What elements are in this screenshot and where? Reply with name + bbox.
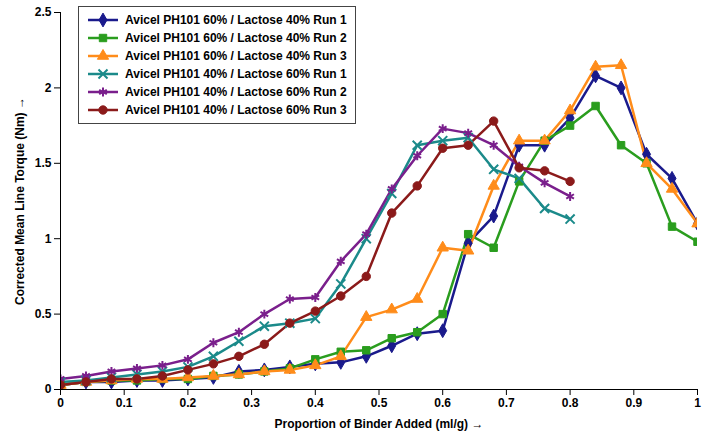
svg-text:0.3: 0.3 xyxy=(243,396,260,410)
svg-text:0.6: 0.6 xyxy=(434,396,451,410)
svg-text:0.1: 0.1 xyxy=(116,396,133,410)
svg-text:2.5: 2.5 xyxy=(35,5,52,19)
svg-text:0: 0 xyxy=(57,396,64,410)
html-text:Avicel PH101 40% / Lactose 60%: Avicel PH101 40% / Lactose 60% Run 3 xyxy=(125,103,347,117)
svg-text:0: 0 xyxy=(45,382,52,396)
svg-text:0.5: 0.5 xyxy=(371,396,388,410)
svg-text:0.5: 0.5 xyxy=(35,307,52,321)
html-text:Avicel PH101 60% / Lactose 40%: Avicel PH101 60% / Lactose 40% Run 2 xyxy=(125,31,347,45)
svg-text:Proportion of Binder Added (ml: Proportion of Binder Added (ml/g) → xyxy=(275,417,484,431)
html-text:Avicel PH101 40% / Lactose 60%: Avicel PH101 40% / Lactose 60% Run 1 xyxy=(125,67,347,81)
svg-text:1.5: 1.5 xyxy=(35,156,52,170)
svg-text:0.7: 0.7 xyxy=(498,396,515,410)
svg-text:1: 1 xyxy=(45,232,52,246)
svg-text:0.4: 0.4 xyxy=(307,396,324,410)
svg-text:0.8: 0.8 xyxy=(562,396,579,410)
svg-text:Corrected Mean Line Torque (Nm: Corrected Mean Line Torque (Nm) → xyxy=(13,97,27,305)
html-text:Avicel PH101 60% / Lactose 40%: Avicel PH101 60% / Lactose 40% Run 1 xyxy=(125,13,347,27)
html-text:Avicel PH101 60% / Lactose 40%: Avicel PH101 60% / Lactose 40% Run 3 xyxy=(125,49,347,63)
svg-text:0.9: 0.9 xyxy=(625,396,642,410)
svg-text:1: 1 xyxy=(694,396,701,410)
html-text:Avicel PH101 40% / Lactose 60%: Avicel PH101 40% / Lactose 60% Run 2 xyxy=(125,85,347,99)
svg-text:0.2: 0.2 xyxy=(180,396,197,410)
svg-text:2: 2 xyxy=(45,81,52,95)
